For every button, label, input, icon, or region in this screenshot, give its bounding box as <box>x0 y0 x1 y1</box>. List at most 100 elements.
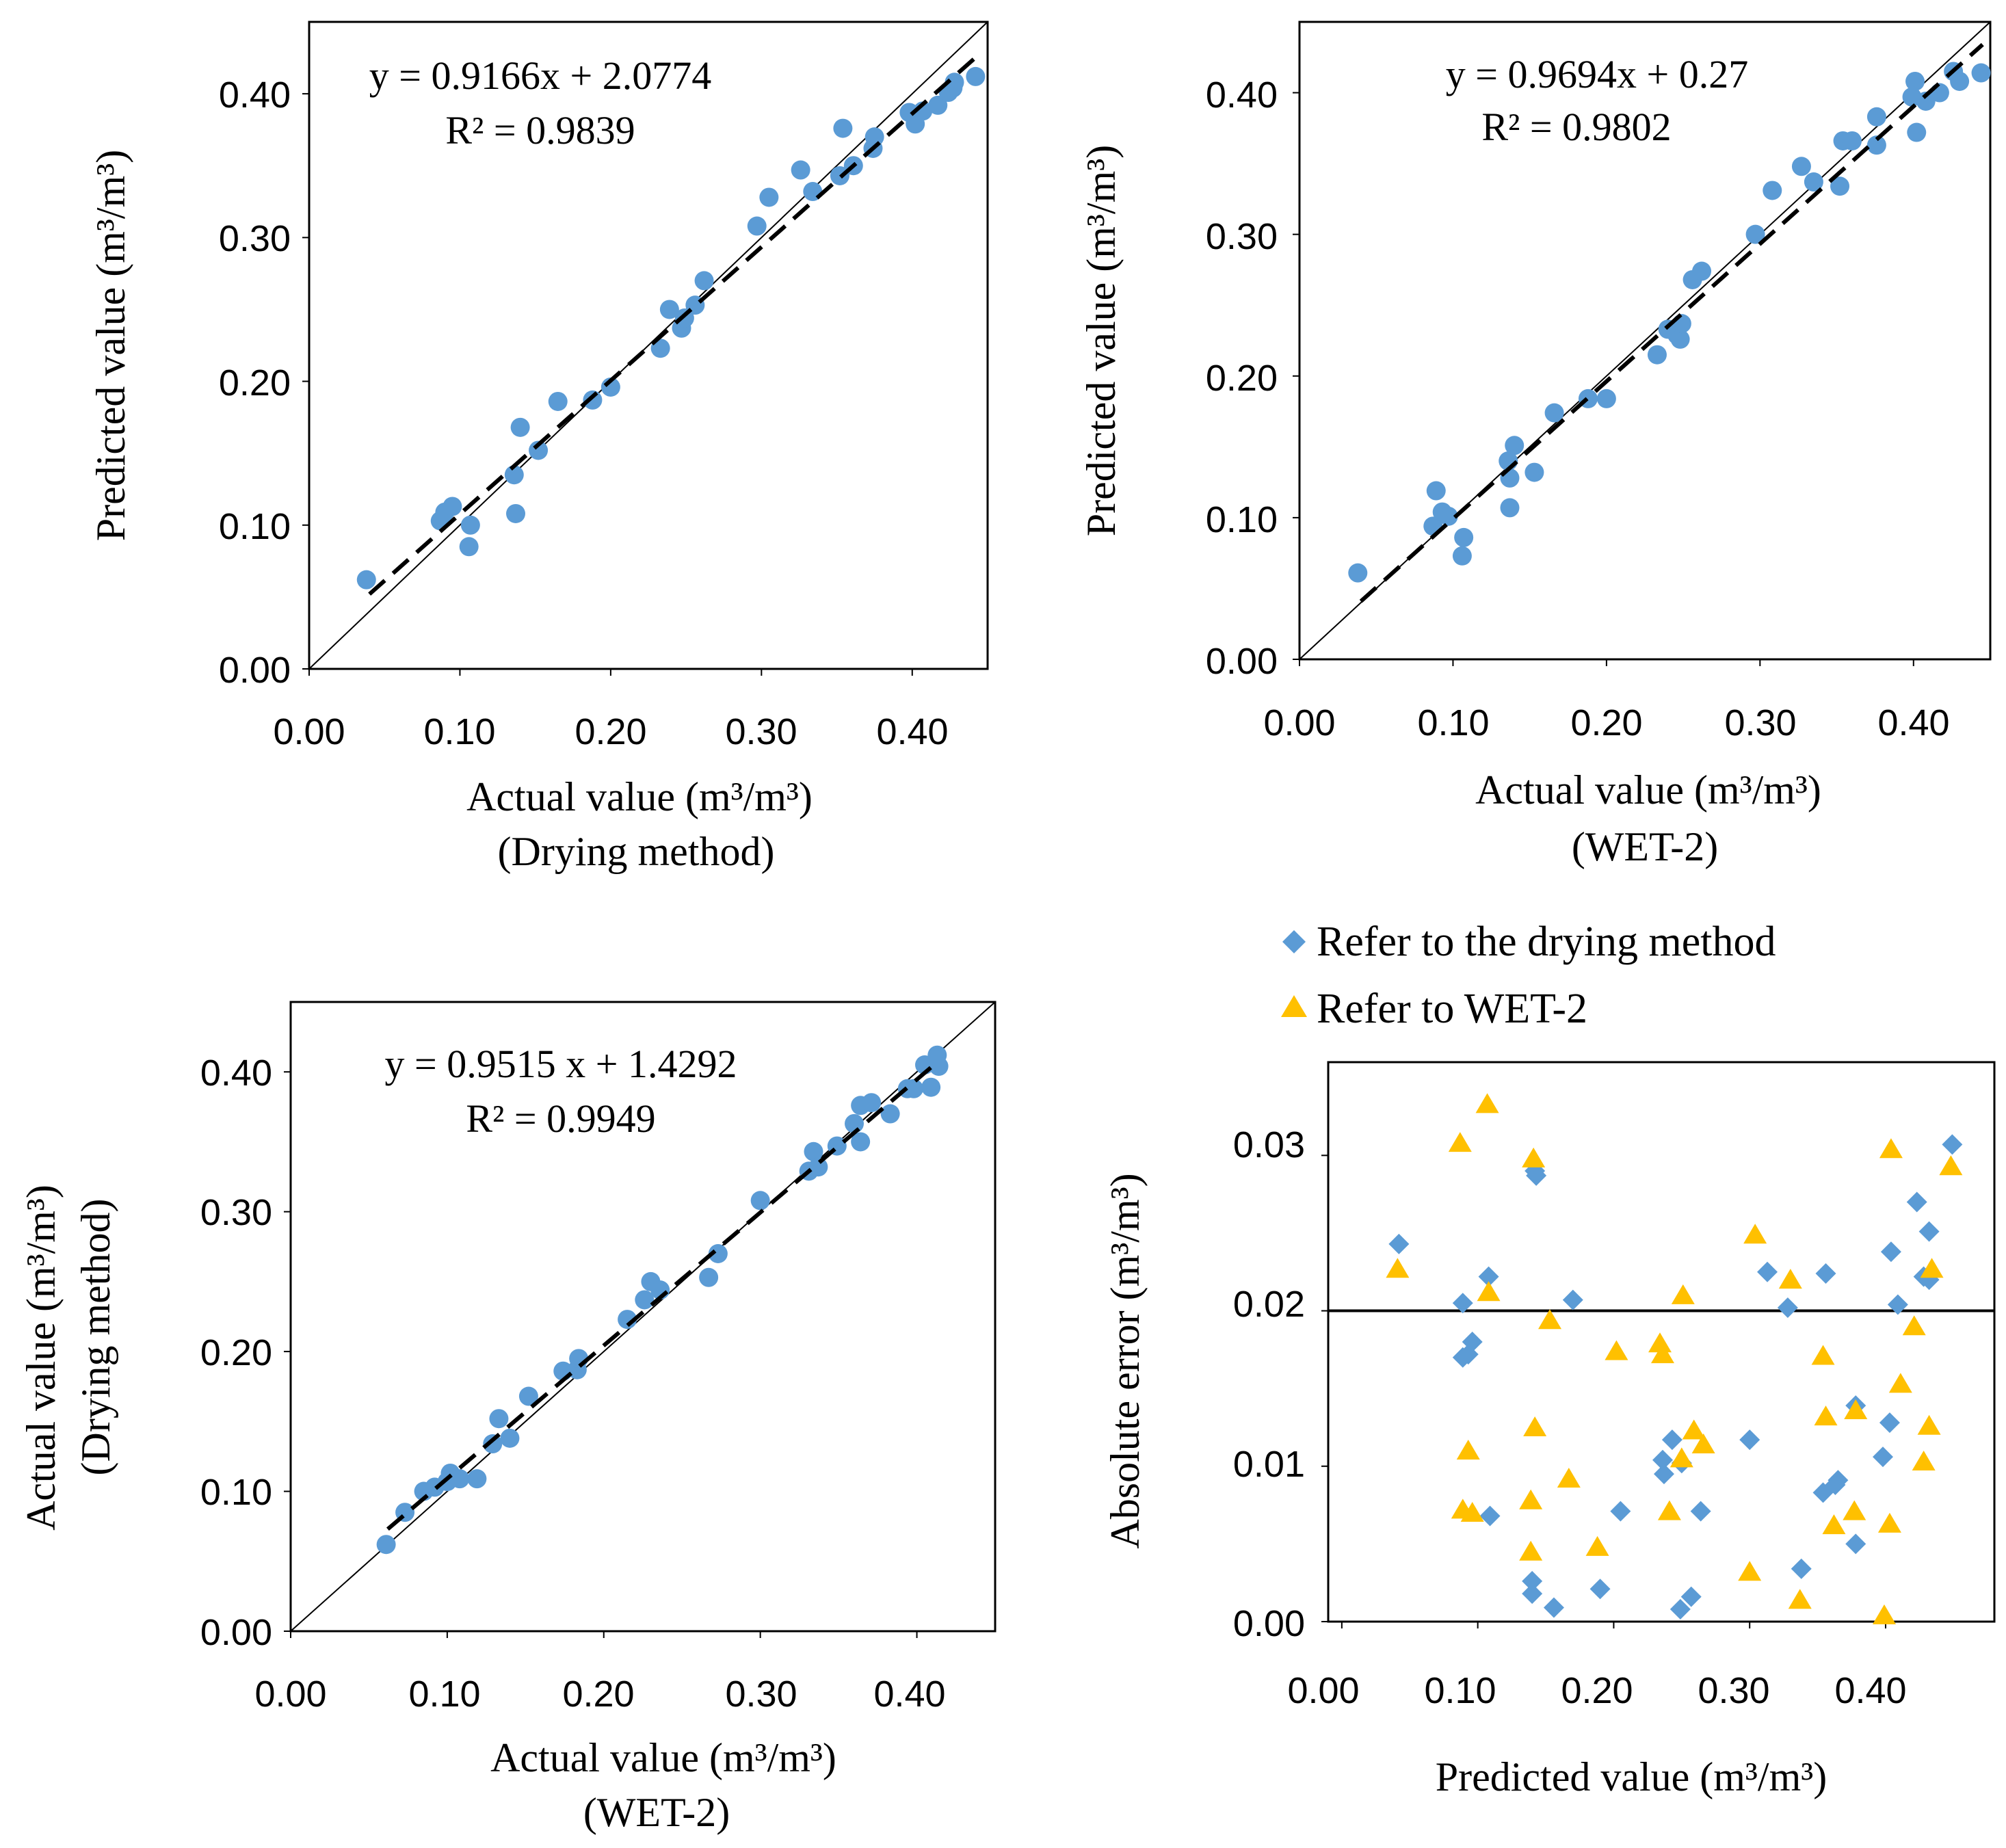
y-tick-label: 0.00 <box>1233 1603 1305 1644</box>
y-tick-label: 0.40 <box>1206 75 1278 116</box>
y-tick-label: 0.00 <box>200 1612 272 1653</box>
y-axis-subtitle: (Drying method) <box>73 1199 118 1476</box>
r-squared: R² = 0.9802 <box>1481 105 1671 149</box>
data-point <box>460 515 480 535</box>
y-tick-label: 0.01 <box>1233 1444 1305 1485</box>
triangle-point <box>1519 1489 1543 1509</box>
triangle-point <box>1557 1467 1581 1488</box>
y-tick-label: 0.40 <box>200 1053 272 1094</box>
data-point <box>791 160 810 180</box>
data-point <box>1596 388 1616 408</box>
diamond-point <box>1680 1586 1702 1607</box>
x-tick-label: 0.20 <box>1570 702 1642 743</box>
regression-equation: y = 0.9694x + 0.27 <box>1446 52 1748 96</box>
diamond-point <box>1462 1332 1483 1352</box>
y-ticks-d: 0.00 0.01 0.02 0.03 <box>1233 1124 1305 1644</box>
diamond-point <box>1879 1412 1900 1434</box>
x-tick-label: 0.30 <box>1698 1670 1769 1711</box>
triangle-point <box>1822 1514 1846 1535</box>
y-axis-title: Predicted value (m³/m³) <box>1079 145 1124 536</box>
panel-drying-method-scatter: 0.00 0.10 0.20 0.30 0.40 0.00 0.10 0.20 … <box>88 21 989 874</box>
diamond-point <box>1942 1134 1963 1155</box>
data-point <box>1950 71 1970 91</box>
x-tick-label: 0.30 <box>1724 702 1796 743</box>
triangle-point <box>1657 1500 1681 1520</box>
triangle-point <box>1888 1373 1912 1393</box>
data-point <box>708 1244 728 1263</box>
data-point <box>483 1434 503 1454</box>
triangle-point <box>1585 1535 1609 1556</box>
data-point <box>1670 329 1690 349</box>
triangle-point <box>1877 1512 1901 1533</box>
triangle-point <box>1475 1093 1499 1113</box>
marks-b <box>1293 21 1991 666</box>
data-point <box>583 390 603 410</box>
x-axis-title: Actual value (m³/m³) <box>490 1735 836 1780</box>
triangle-point <box>1670 1447 1693 1468</box>
data-point <box>851 1132 871 1152</box>
panel-drying-vs-wet2-scatter: 0.00 0.10 0.20 0.30 0.40 0.00 0.10 0.20 … <box>18 1001 997 1835</box>
y-tick-label: 0.10 <box>1206 499 1278 540</box>
data-point <box>966 66 986 86</box>
data-point <box>699 1267 719 1287</box>
y-tick-label: 0.30 <box>1206 216 1278 257</box>
x-axis-subtitle: (WET-2) <box>1572 824 1718 869</box>
y-axis-title: Absolute error (m³/m³) <box>1103 1173 1148 1548</box>
marks-a <box>302 21 988 676</box>
data-point <box>1692 261 1712 281</box>
x-tick-label: 0.10 <box>1424 1670 1496 1711</box>
legend-diamond-marker <box>1282 930 1306 953</box>
y-tick-label: 0.02 <box>1233 1284 1305 1325</box>
x-tick-label: 0.20 <box>1561 1670 1633 1711</box>
x-tick-label: 0.40 <box>1834 1670 1906 1711</box>
diamond-point <box>1522 1570 1543 1592</box>
triangle-point <box>1844 1399 1868 1419</box>
trendline <box>368 52 981 596</box>
x-tick-label: 0.30 <box>725 711 797 752</box>
triangle-point <box>1879 1138 1903 1159</box>
plot-area-a <box>308 21 989 670</box>
data-point <box>903 1079 923 1098</box>
y-ticks-c: 0.00 0.10 0.20 0.30 0.40 <box>200 1053 272 1653</box>
diamond-point <box>1815 1263 1836 1284</box>
data-point <box>635 1290 655 1310</box>
marks-d <box>1321 1093 1994 1628</box>
marks-c <box>284 1001 996 1638</box>
diamond-point <box>1478 1266 1499 1287</box>
diamond-point <box>1873 1447 1894 1468</box>
data-point <box>518 1386 538 1406</box>
triangle-point <box>1448 1132 1472 1152</box>
x-tick-label: 0.10 <box>1417 702 1489 743</box>
data-point <box>845 1113 864 1133</box>
data-point <box>1905 71 1925 91</box>
regression-equation: y = 0.9166x + 2.0774 <box>369 53 711 98</box>
diamond-point <box>1661 1429 1682 1451</box>
data-point <box>750 1191 770 1211</box>
diamond-point <box>1739 1429 1760 1451</box>
data-point <box>1672 314 1691 334</box>
data-point <box>1866 107 1886 127</box>
triangle-point <box>1605 1340 1628 1360</box>
data-point <box>500 1428 520 1448</box>
diamond-point <box>1652 1449 1673 1470</box>
data-point <box>808 1157 828 1177</box>
triangle-point <box>1738 1561 1762 1581</box>
x-ticks-a: 0.00 0.10 0.20 0.30 0.40 <box>273 711 948 752</box>
plot-area-c <box>289 1001 997 1633</box>
x-axis-subtitle: (Drying method) <box>498 829 775 874</box>
diamond-point <box>1653 1464 1674 1485</box>
y-tick-label: 0.00 <box>1206 641 1278 682</box>
diamond-point <box>1479 1505 1501 1527</box>
identity-line <box>308 21 988 670</box>
diamond-point <box>1670 1598 1691 1620</box>
x-tick-label: 0.40 <box>876 711 948 752</box>
data-point <box>929 1057 949 1077</box>
triangle-point <box>1477 1281 1501 1302</box>
regression-equation: y = 0.9515 x + 1.4292 <box>385 1042 737 1086</box>
data-point <box>833 118 853 138</box>
r-squared: R² = 0.9839 <box>445 108 635 153</box>
data-point <box>467 1469 487 1489</box>
x-tick-label: 0.20 <box>562 1674 634 1715</box>
triangle-point <box>1456 1440 1480 1460</box>
data-point <box>928 95 948 115</box>
